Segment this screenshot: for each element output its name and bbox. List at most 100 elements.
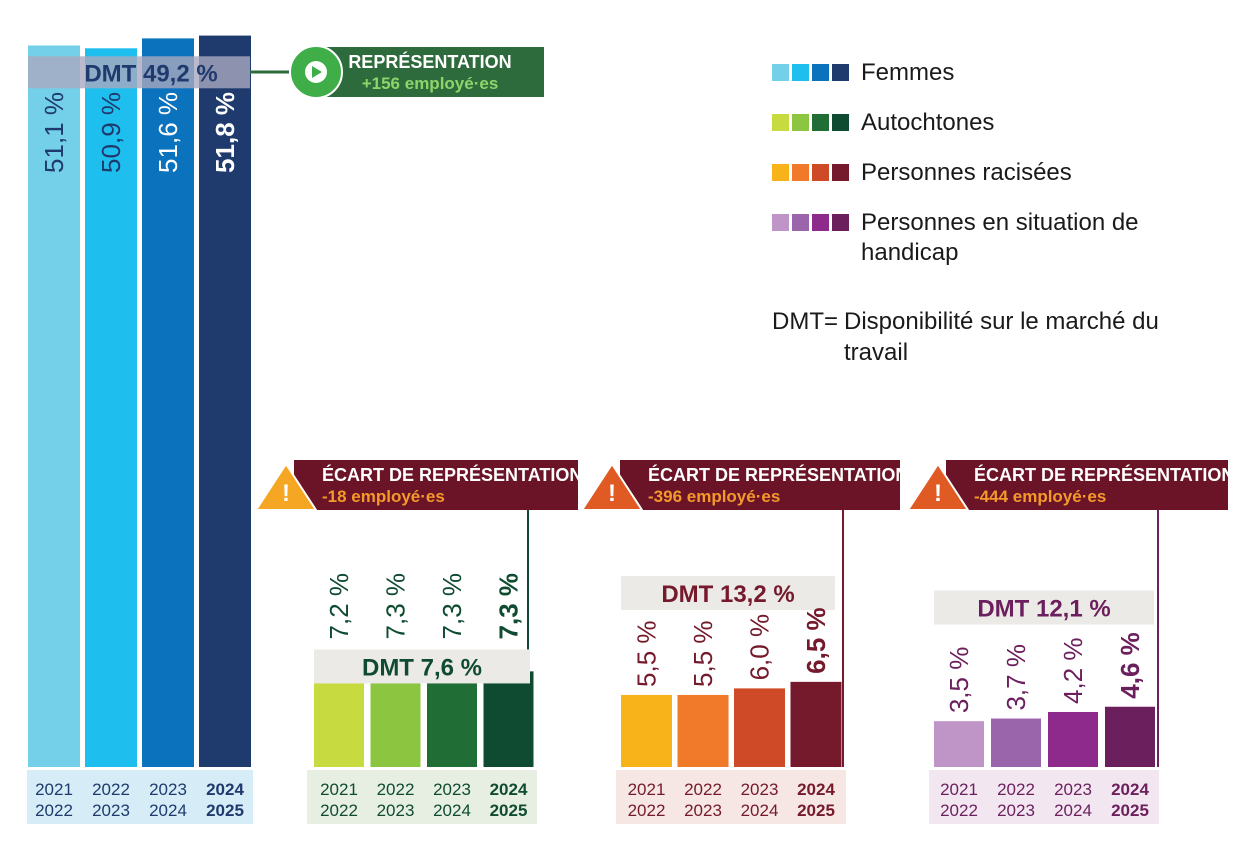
value-label: 7,3 % <box>494 573 524 640</box>
legend-label: Personnes en situation de handicap <box>861 209 1139 266</box>
legend-swatch <box>812 64 829 81</box>
callout-box <box>946 460 1228 510</box>
callout-subtitle: -18 employé·es <box>322 487 445 506</box>
year-label-background <box>27 770 253 824</box>
chart-group-4: DMT 12,1 %3,5 % 3,7 % 4,2 % 4,6 % 2021 2022 20… <box>907 460 1234 824</box>
warning-mark: ! <box>282 480 290 507</box>
year-tick-label: 2022 2023 <box>92 780 130 820</box>
year-tick-label: 2023 2024 <box>1054 780 1092 820</box>
ecart-callout: ! ÉCART DE REPRÉSENTATION -18 employé·es <box>255 460 582 511</box>
callout-subtitle: -444 employé·es <box>974 487 1106 506</box>
bar <box>1105 706 1155 767</box>
legend-label: Personnes racisées <box>861 159 1072 186</box>
legend-swatch <box>792 64 809 81</box>
callout-box <box>294 460 578 510</box>
legend-swatches <box>772 164 849 181</box>
callout-subtitle: +156 employé·es <box>362 74 499 93</box>
bar <box>621 694 672 767</box>
value-label: 3,7 % <box>1001 644 1031 711</box>
year-tick-label: 2022 2023 <box>684 780 722 820</box>
value-label: 3,5 % <box>944 647 974 714</box>
year-tick-label: 2021 2022 <box>320 780 358 820</box>
callout-box <box>316 47 544 97</box>
legend-swatch <box>812 164 829 181</box>
bar <box>483 671 534 767</box>
value-label: 4,2 % <box>1058 637 1088 704</box>
legend-swatches <box>772 214 849 231</box>
bar <box>28 45 80 767</box>
callout-box <box>620 460 900 510</box>
legend-item-autochtones: Autochtones <box>772 108 1232 138</box>
dmt-band <box>934 590 1154 625</box>
warning-mark: ! <box>608 480 616 507</box>
bar <box>314 672 364 767</box>
warning-icon <box>581 463 643 511</box>
value-label: 50,9 % <box>96 92 126 173</box>
year-tick-label: 2022 2023 <box>997 780 1035 820</box>
legend-swatch <box>812 114 829 131</box>
legend-swatch <box>832 214 849 231</box>
legend-swatch <box>772 114 789 131</box>
chart-group-3: DMT 13,2 % 5,5 % 5,5 % 6,0 % 6,5 % 2021 2022 20… <box>581 460 908 824</box>
bar <box>790 681 842 767</box>
dmt-definition: DMT= Disponibilité sur le marché du trav… <box>772 306 1212 368</box>
legend-item-femmes: Femmes <box>772 58 1232 88</box>
legend-swatch <box>772 64 789 81</box>
year-tick-label: 2024 2025 <box>490 780 528 820</box>
dmt-label: DMT 49,2 % <box>84 60 217 87</box>
value-label: 7,3 % <box>437 573 467 640</box>
legend-swatches <box>772 114 849 131</box>
year-label-background <box>307 770 537 824</box>
legend-swatch <box>772 214 789 231</box>
year-tick-label: 2023 2024 <box>149 780 187 820</box>
dmt-band <box>314 649 530 684</box>
callout-title: REPRÉSENTATION <box>348 51 511 72</box>
warning-icon <box>907 463 969 511</box>
dmt-description: Disponibilité sur le marché du travail <box>844 308 1159 366</box>
year-tick-label: 2024 2025 <box>206 780 244 820</box>
bar <box>370 671 421 767</box>
legend-swatch <box>792 214 809 231</box>
bar <box>85 48 137 768</box>
value-label: 5,5 % <box>688 620 718 687</box>
year-tick-label: 2021 2022 <box>940 780 978 820</box>
bar <box>734 688 785 767</box>
year-tick-label: 2021 2022 <box>628 780 666 820</box>
callout-title: ÉCART DE REPRÉSENTATION <box>322 464 582 485</box>
legend-swatch <box>812 214 829 231</box>
ecart-callout: ! ÉCART DE REPRÉSENTATION -444 employé·es <box>907 460 1234 511</box>
value-label: 51,6 % <box>153 92 183 173</box>
dmt-label: DMT 7,6 % <box>362 654 482 681</box>
value-label: 6,5 % <box>801 607 831 674</box>
legend-swatch <box>772 164 789 181</box>
value-label: 5,5 % <box>632 620 662 687</box>
year-tick-label: 2023 2024 <box>433 780 471 820</box>
dmt-term: DMT= <box>772 308 838 335</box>
legend-label: Femmes <box>861 59 955 86</box>
representation-callout: REPRÉSENTATION +156 employé·es <box>250 45 544 99</box>
dmt-band <box>28 56 250 89</box>
bar <box>427 671 477 767</box>
legend: Femmes Autochtones Personnes racisées Pe… <box>772 58 1232 288</box>
legend-swatch <box>792 164 809 181</box>
year-tick-label: 2023 2024 <box>741 780 779 820</box>
legend-item-racisees: Personnes racisées <box>772 158 1232 188</box>
play-triangle <box>312 66 322 78</box>
value-label: 7,2 % <box>324 573 354 640</box>
value-label: 6,0 % <box>745 614 775 681</box>
legend-label: Autochtones <box>861 109 995 136</box>
legend-swatch <box>792 114 809 131</box>
value-label: 4,6 % <box>1115 632 1145 699</box>
chart-group-1: DMT 49,2 % 51,1 % 50,9 % 51,6 % 51,8 % 2021 20… <box>27 35 544 824</box>
bar <box>991 718 1041 767</box>
dmt-label: DMT 12,1 % <box>977 595 1110 622</box>
year-tick-label: 2024 2025 <box>1111 780 1149 820</box>
year-label-background <box>616 770 846 824</box>
year-label-background <box>929 770 1159 824</box>
bar <box>677 694 729 767</box>
value-label: 51,8 % <box>210 92 240 173</box>
bar <box>934 721 984 767</box>
legend-item-handicap: Personnes en situation de handicap <box>772 208 1232 268</box>
legend-swatch <box>832 114 849 131</box>
callout-subtitle: -396 employé·es <box>648 487 780 506</box>
